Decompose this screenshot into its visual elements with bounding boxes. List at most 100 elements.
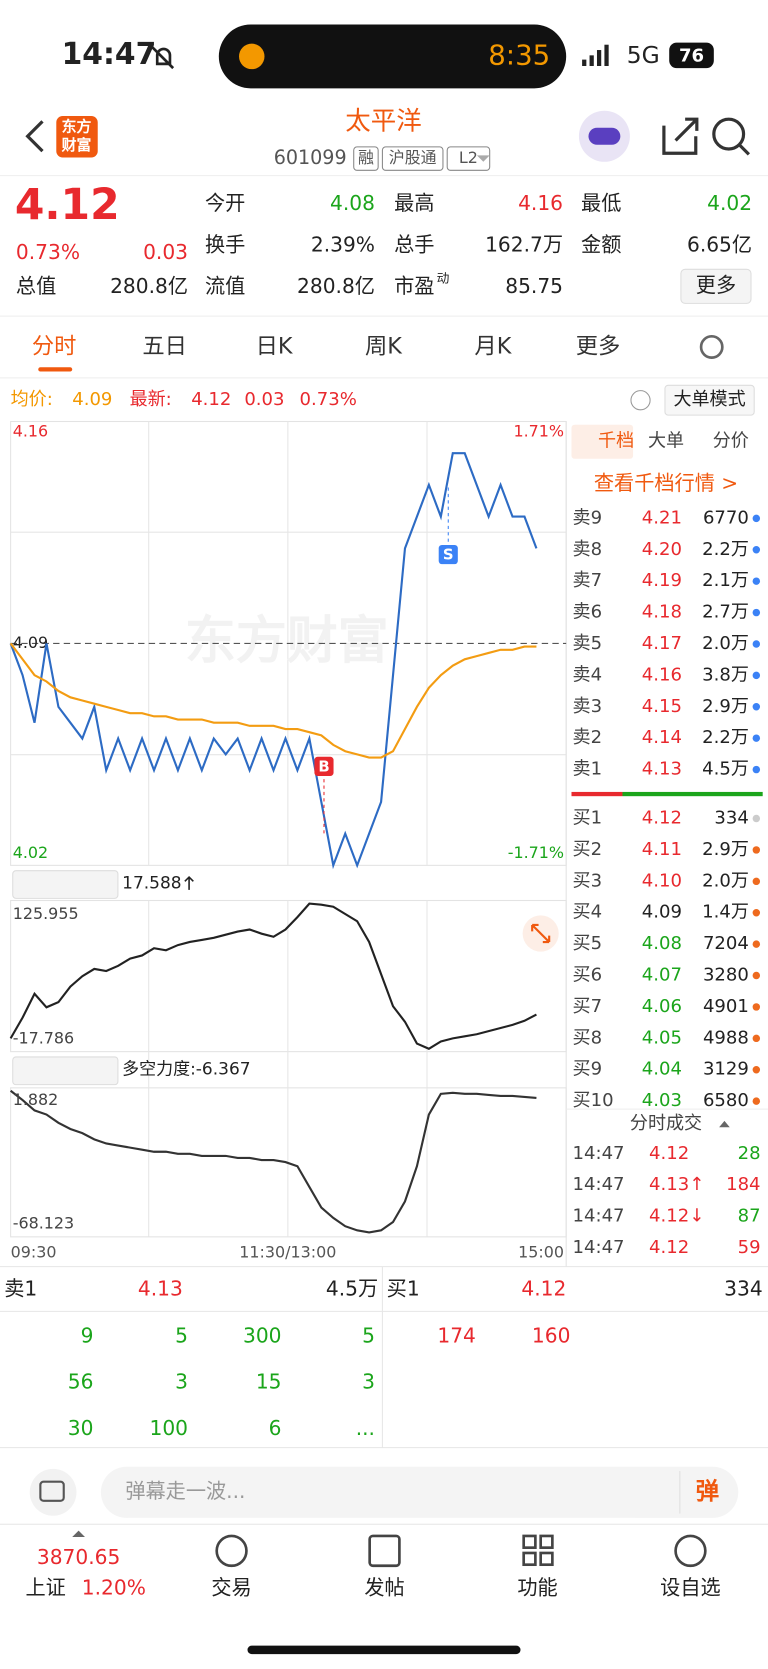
nav-item[interactable]: 设自选 bbox=[660, 1576, 721, 1600]
change: 0.03 bbox=[143, 240, 188, 264]
book-level: 买3 bbox=[573, 870, 603, 891]
book-volume: 4.5万 bbox=[702, 759, 749, 780]
more-button[interactable] bbox=[680, 268, 752, 304]
danmaku-icon bbox=[39, 1480, 65, 1502]
nav-item[interactable]: 功能 bbox=[517, 1576, 557, 1600]
mode-button[interactable] bbox=[664, 384, 755, 416]
collapse-arrow[interactable] bbox=[719, 1120, 730, 1128]
last-value: 4.12 bbox=[191, 389, 231, 410]
tab[interactable]: 日K bbox=[256, 333, 294, 359]
x-label: 09:30 bbox=[11, 1242, 57, 1261]
book-price: 4.16 bbox=[642, 664, 682, 685]
queue-order: 160 bbox=[532, 1323, 571, 1347]
y-min-label: 4.02 bbox=[13, 843, 48, 862]
book-dot bbox=[752, 909, 761, 917]
book-volume: 2.9万 bbox=[702, 839, 749, 860]
book-dot bbox=[752, 1066, 761, 1074]
stat-label: 最低 bbox=[581, 191, 621, 215]
app-logo bbox=[56, 116, 98, 158]
index-name[interactable]: 上证 bbox=[25, 1576, 65, 1600]
more-button-label[interactable]: 更多 bbox=[696, 273, 736, 297]
indicator-select[interactable] bbox=[12, 1056, 119, 1086]
stat-label-sup: 动 bbox=[437, 271, 450, 286]
indicator-value: 多空力度:-6.367 bbox=[122, 1060, 250, 1080]
indicator-select[interactable] bbox=[12, 870, 119, 899]
trade-price: 4.13↑ bbox=[649, 1174, 704, 1195]
book-dot bbox=[752, 734, 761, 742]
stat-value: 280.8亿 bbox=[110, 274, 188, 298]
tab[interactable]: 五日 bbox=[142, 333, 187, 359]
nav-item[interactable]: 发帖 bbox=[364, 1576, 404, 1600]
tab[interactable]: 更多 bbox=[576, 333, 621, 359]
share-button[interactable] bbox=[662, 117, 699, 155]
stat-label: 市盈 bbox=[394, 274, 434, 298]
settings-button[interactable] bbox=[699, 335, 724, 359]
trade-time: 14:47 bbox=[573, 1237, 625, 1258]
input-placeholder[interactable]: 弹幕走一波... bbox=[125, 1479, 245, 1503]
index-value[interactable]: 3870.65 bbox=[37, 1545, 120, 1569]
mode-button-label[interactable]: 大单模式 bbox=[673, 389, 745, 410]
back-button[interactable] bbox=[25, 120, 44, 153]
series-line bbox=[9, 452, 538, 870]
trade-time: 14:47 bbox=[573, 1143, 625, 1164]
trade-marker bbox=[314, 756, 334, 776]
book-tab[interactable]: 大单 bbox=[648, 431, 684, 452]
stat-value: 4.16 bbox=[518, 191, 563, 215]
book-tab[interactable]: 分价 bbox=[713, 431, 749, 452]
mute-icon bbox=[150, 45, 175, 70]
book-level: 卖4 bbox=[573, 664, 603, 685]
book-volume: 2.0万 bbox=[702, 633, 749, 654]
indicator-value: 17.588 bbox=[122, 873, 181, 893]
sell-ratio-bar bbox=[571, 791, 623, 797]
trade-volume: 184 bbox=[726, 1174, 760, 1195]
active-tab-underline bbox=[38, 367, 73, 372]
book-tab[interactable]: 千档 bbox=[598, 431, 634, 452]
tab[interactable]: 月K bbox=[474, 333, 512, 359]
danmaku-input[interactable] bbox=[100, 1466, 739, 1518]
book-volume: 4988 bbox=[703, 1027, 749, 1048]
book-dot bbox=[752, 514, 761, 523]
stat-value: 4.08 bbox=[330, 191, 375, 215]
book-volume: 2.2万 bbox=[702, 727, 749, 748]
book-level: 买4 bbox=[573, 902, 603, 923]
book-level: 买10 bbox=[573, 1090, 614, 1111]
tab[interactable]: 分时 bbox=[32, 333, 77, 359]
alarm-icon bbox=[239, 43, 265, 70]
avg-price: 4.09 bbox=[72, 389, 112, 410]
help-icon[interactable] bbox=[630, 390, 651, 411]
nav-item[interactable]: 交易 bbox=[211, 1576, 251, 1600]
dropdown-arrow[interactable] bbox=[476, 155, 490, 162]
series-line bbox=[9, 1089, 537, 1234]
up-arrow bbox=[184, 875, 194, 890]
book-level: 买1 bbox=[573, 808, 603, 829]
send-button[interactable]: 弹 bbox=[696, 1477, 719, 1505]
battery-level: 76 bbox=[679, 45, 704, 66]
level1-label: 买1 bbox=[387, 1277, 420, 1301]
danmaku-toggle[interactable] bbox=[29, 1468, 77, 1516]
last-price: 4.12 bbox=[15, 181, 120, 230]
tag: 融 bbox=[358, 148, 374, 167]
book-link[interactable]: 查看千档行情 > bbox=[594, 471, 738, 495]
battery bbox=[669, 42, 714, 69]
queue-order: 30 bbox=[68, 1416, 94, 1440]
index-change[interactable]: 1.20% bbox=[82, 1576, 146, 1600]
book-level: 买6 bbox=[573, 965, 603, 986]
trade-time: 14:47 bbox=[573, 1206, 625, 1227]
book-level: 买7 bbox=[573, 996, 603, 1017]
book-price: 4.18 bbox=[642, 602, 682, 623]
book-price: 4.03 bbox=[642, 1090, 682, 1111]
tab[interactable]: 周K bbox=[365, 333, 403, 359]
level1-volume: 334 bbox=[724, 1277, 763, 1301]
queue-order: 9 bbox=[81, 1323, 94, 1347]
book-dot bbox=[752, 765, 761, 774]
book-volume: 2.0万 bbox=[702, 870, 749, 891]
network: 5G bbox=[627, 41, 660, 69]
book-price: 4.12 bbox=[642, 808, 682, 829]
book-volume: 7204 bbox=[703, 933, 749, 954]
book-price: 4.09 bbox=[642, 902, 682, 923]
search-button[interactable] bbox=[712, 117, 746, 151]
book-volume: 2.2万 bbox=[702, 539, 749, 560]
trade-price: 4.12↓ bbox=[649, 1206, 704, 1227]
timer: 8:35 bbox=[488, 38, 550, 71]
